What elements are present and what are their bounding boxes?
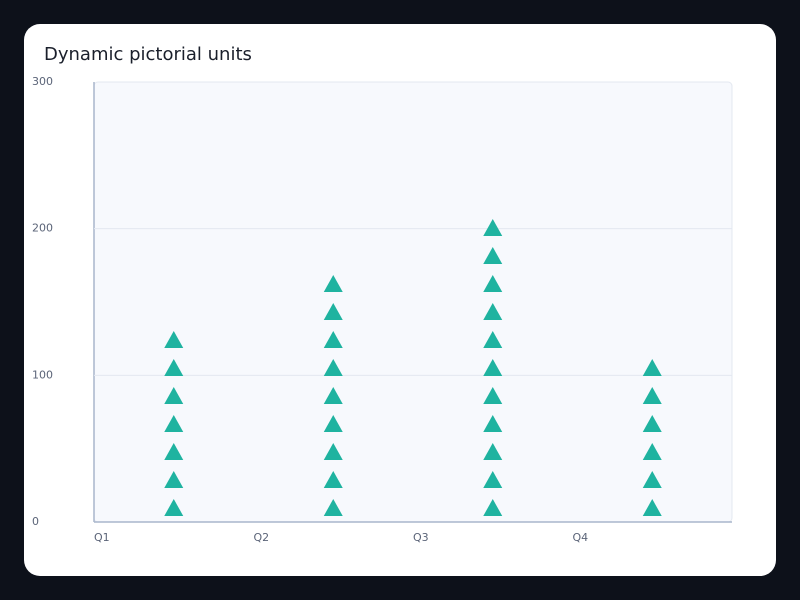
y-tick-label: 200 <box>32 222 53 235</box>
unit-icon <box>164 387 184 404</box>
x-tick-label: Q4 <box>573 531 589 544</box>
unit-icon <box>323 303 343 320</box>
unit-icon <box>164 415 184 432</box>
unit-icon <box>483 331 503 348</box>
unit-icon <box>323 275 343 292</box>
x-tick-label: Q3 <box>413 531 429 544</box>
unit-icon <box>164 443 184 460</box>
unit-icon <box>323 415 343 432</box>
unit-icon <box>483 471 503 488</box>
unit-icon <box>164 331 184 348</box>
unit-icon <box>483 275 503 292</box>
unit-icon <box>164 499 184 516</box>
x-tick-label: Q1 <box>94 531 110 544</box>
unit-icon <box>323 331 343 348</box>
unit-icon <box>164 471 184 488</box>
unit-icon <box>483 415 503 432</box>
unit-icon <box>323 499 343 516</box>
unit-icon <box>642 499 662 516</box>
x-tick-label: Q2 <box>254 531 270 544</box>
unit-icon <box>483 303 503 320</box>
unit-icon <box>642 471 662 488</box>
plot-area <box>93 81 733 523</box>
unit-icon <box>642 387 662 404</box>
unit-icon <box>323 471 343 488</box>
unit-icon <box>164 359 184 376</box>
unit-icon <box>483 359 503 376</box>
unit-icon <box>642 415 662 432</box>
unit-icon <box>483 387 503 404</box>
unit-icon <box>483 247 503 264</box>
unit-icon <box>483 443 503 460</box>
y-tick-label: 0 <box>32 515 39 528</box>
unit-icon <box>483 499 503 516</box>
unit-icon <box>642 359 662 376</box>
unit-icon <box>323 359 343 376</box>
chart-title: Dynamic pictorial units <box>44 44 252 65</box>
unit-icon <box>642 443 662 460</box>
unit-icon <box>323 387 343 404</box>
unit-icon <box>483 219 503 236</box>
unit-icon <box>323 443 343 460</box>
y-tick-label: 100 <box>32 368 53 381</box>
y-tick-label: 300 <box>32 75 53 88</box>
